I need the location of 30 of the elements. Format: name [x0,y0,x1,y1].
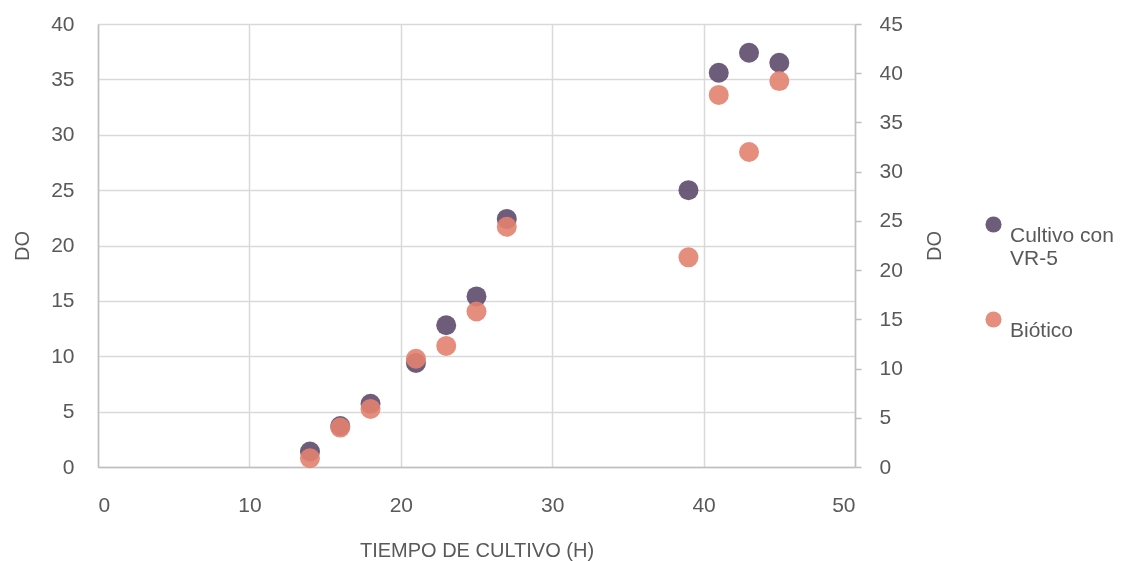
x-axis-title: TIEMPO DE CULTIVO (H) [359,538,595,561]
y-tick-label: 0 [62,454,75,478]
y-tick-label: 35 [51,66,75,90]
y2-tick-label: 45 [879,11,903,35]
y2-tick-label: 20 [879,257,903,281]
y2-tick-label: 35 [879,109,903,133]
y-tick-label: 40 [51,11,75,35]
x-tick-label: 20 [389,492,413,516]
y-tick-label: 5 [62,399,75,423]
y2-tick-label: 25 [879,208,903,232]
y2-tick-label: 30 [879,159,903,183]
y2-tick-label: 5 [879,405,892,429]
x-tick-label: 40 [692,492,716,516]
y-tick-label: 25 [51,177,75,201]
y2-tick-label: 10 [879,356,903,380]
x-tick-label: 0 [98,492,111,516]
x-tick-label: 10 [238,492,262,516]
y2-tick-label: 15 [879,306,903,330]
y-tick-label: 10 [51,343,75,367]
x-tick-label: 30 [541,492,565,516]
y-tick-label: 30 [51,122,75,146]
x-tick-label: 50 [832,492,856,516]
legend-label: Cultivo con VR-5 [1010,222,1114,269]
y-tick-label: 15 [51,288,75,312]
legend-label: Biótico [1010,317,1074,341]
y-tick-label: 20 [51,233,75,256]
y2-tick-label: 0 [879,454,892,478]
y-axis-title: DO [11,231,34,261]
y2-tick-label: 40 [879,60,903,84]
y2-axis-title: DO [922,231,945,261]
